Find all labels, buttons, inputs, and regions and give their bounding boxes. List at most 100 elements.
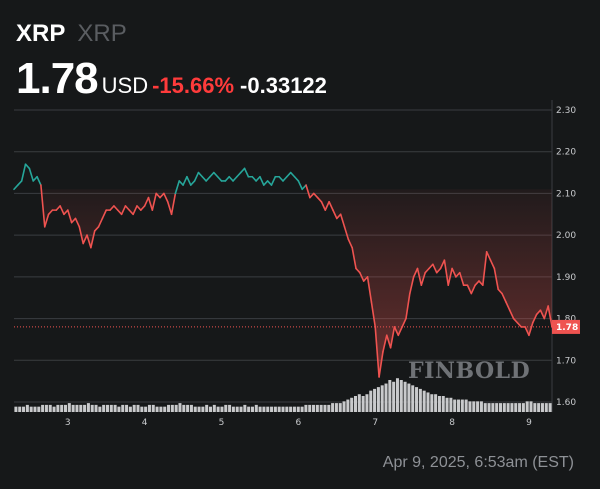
volume-bar — [289, 406, 293, 412]
price-line-segment — [501, 292, 507, 303]
volume-bar — [25, 404, 29, 412]
price-line-segment — [24, 163, 31, 170]
volume-bar — [71, 404, 75, 412]
volume-bar — [357, 394, 361, 412]
volume-bar — [373, 388, 377, 412]
price-line-segment — [67, 209, 73, 224]
price-line-segment — [382, 334, 388, 353]
price-line-segment — [286, 171, 292, 178]
volume-bar — [216, 406, 220, 412]
volume-bar — [453, 399, 457, 412]
x-tick-label: 9 — [526, 418, 532, 428]
volume-bar — [510, 403, 514, 412]
price-line-segment — [201, 175, 207, 182]
volume-bar — [186, 404, 190, 412]
volume-bar — [193, 406, 197, 412]
currency-label: USD — [101, 73, 149, 98]
volume-bar — [273, 406, 277, 412]
price-line-segment — [228, 175, 234, 182]
volume-bar — [323, 404, 327, 412]
price-line-segment — [278, 175, 284, 182]
volume-bar — [300, 406, 304, 412]
price-line-segment — [20, 163, 27, 182]
last-price-label: 1.78 — [556, 323, 578, 333]
price-line-segment — [209, 171, 215, 178]
volume-bar — [415, 387, 419, 412]
volume-bar — [449, 397, 453, 412]
volume-bar — [48, 404, 52, 412]
volume-bar — [178, 403, 182, 412]
volume-bar — [250, 406, 254, 412]
price-line-segment — [101, 209, 108, 220]
price-line-segment — [359, 271, 365, 282]
price-line-segment — [47, 209, 54, 216]
volume-bar — [105, 404, 109, 412]
price-line-segment — [40, 184, 46, 228]
price-line-segment — [505, 301, 511, 312]
volume-bar — [208, 406, 213, 412]
price-line-segment — [528, 321, 534, 337]
volume-bar — [411, 385, 415, 412]
symbol-row: XRP XRP — [16, 20, 327, 48]
volume-bar — [304, 404, 308, 412]
volume-bar — [79, 404, 83, 412]
price-line-segment — [116, 209, 123, 216]
volume-bar — [125, 404, 129, 412]
price-line-segment — [136, 205, 142, 211]
price-line-segment — [489, 259, 496, 270]
volume-bar — [376, 387, 380, 412]
price-line-segment — [370, 301, 377, 328]
volume-bar — [327, 404, 331, 412]
volume-bar — [537, 403, 541, 412]
price-line-segment — [378, 351, 384, 378]
y-tick-label: 2.20 — [556, 148, 576, 158]
price-line-segment — [508, 309, 515, 320]
drawdown-fill — [14, 189, 552, 377]
price-line-segment — [539, 309, 546, 320]
volume-bar — [487, 403, 491, 412]
price-line-segment — [309, 192, 315, 199]
volume-bar — [434, 394, 438, 412]
volume-bar — [266, 406, 270, 412]
volume-bar — [136, 404, 140, 412]
price-line-segment — [543, 305, 549, 320]
price-line-segment — [43, 213, 50, 228]
finbold-watermark: FINBOLD — [408, 358, 530, 384]
price-line — [13, 163, 553, 378]
price-line-segment — [420, 271, 426, 287]
price-line-segment — [409, 276, 415, 295]
volume-bar — [44, 404, 48, 412]
price-line-segment — [193, 171, 200, 182]
asset-name: XRP — [77, 20, 127, 47]
ticker-header: XRP XRP 1.78 USD -15.66% -0.33122 — [16, 20, 327, 104]
volume-bar — [296, 406, 300, 412]
volume-bar — [83, 404, 87, 412]
volume-bar — [94, 404, 98, 412]
area-below-reference — [14, 189, 552, 377]
price-line-segment — [432, 263, 438, 274]
price-line-segment — [78, 226, 84, 245]
change-absolute: -0.33122 — [240, 73, 327, 98]
volume-bar — [472, 401, 476, 412]
price-line-segment — [366, 276, 373, 303]
volume-bar — [380, 385, 384, 412]
price-line-segment — [109, 205, 115, 211]
volume-bar — [147, 404, 151, 412]
price-line-segment — [351, 246, 357, 270]
price-line-segment — [147, 196, 154, 211]
price-line-segment — [151, 192, 157, 211]
price-line-segment — [455, 271, 461, 278]
price-line-segment — [435, 267, 442, 274]
volume-bar — [285, 406, 289, 412]
price-line-segment — [512, 317, 519, 324]
volume-bar — [445, 397, 449, 412]
volume-bar — [254, 404, 258, 412]
volume-bar — [144, 406, 148, 412]
price-line-segment — [266, 180, 273, 186]
volume-bar — [350, 397, 354, 412]
x-axis: 3 4 5 6 7 8 9 — [65, 418, 532, 428]
ticker-symbol: XRP — [16, 20, 66, 47]
price-line-segment — [32, 175, 38, 182]
volume-bar — [319, 404, 323, 412]
